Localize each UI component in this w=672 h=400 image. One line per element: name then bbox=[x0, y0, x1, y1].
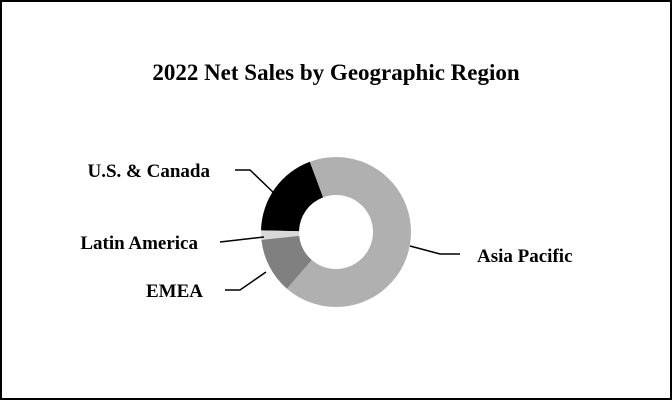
label-us-canada: U.S. & Canada bbox=[88, 161, 211, 182]
slice-u-s-canada bbox=[261, 161, 324, 232]
slice-latin-america bbox=[261, 230, 300, 240]
leader-line-latin-america bbox=[219, 236, 265, 243]
label-asia-pacific: Asia Pacific bbox=[477, 246, 573, 267]
label-latin-america: Latin America bbox=[80, 233, 198, 254]
leader-line-us-canada bbox=[235, 169, 277, 196]
slice-asia-pacific bbox=[286, 157, 411, 307]
leader-line-asia-pacific bbox=[409, 245, 460, 255]
leader-line-emea bbox=[225, 271, 267, 291]
label-emea: EMEA bbox=[146, 281, 203, 302]
chart-title: 2022 Net Sales by Geographic Region bbox=[152, 60, 520, 85]
slice-emea bbox=[261, 235, 312, 289]
